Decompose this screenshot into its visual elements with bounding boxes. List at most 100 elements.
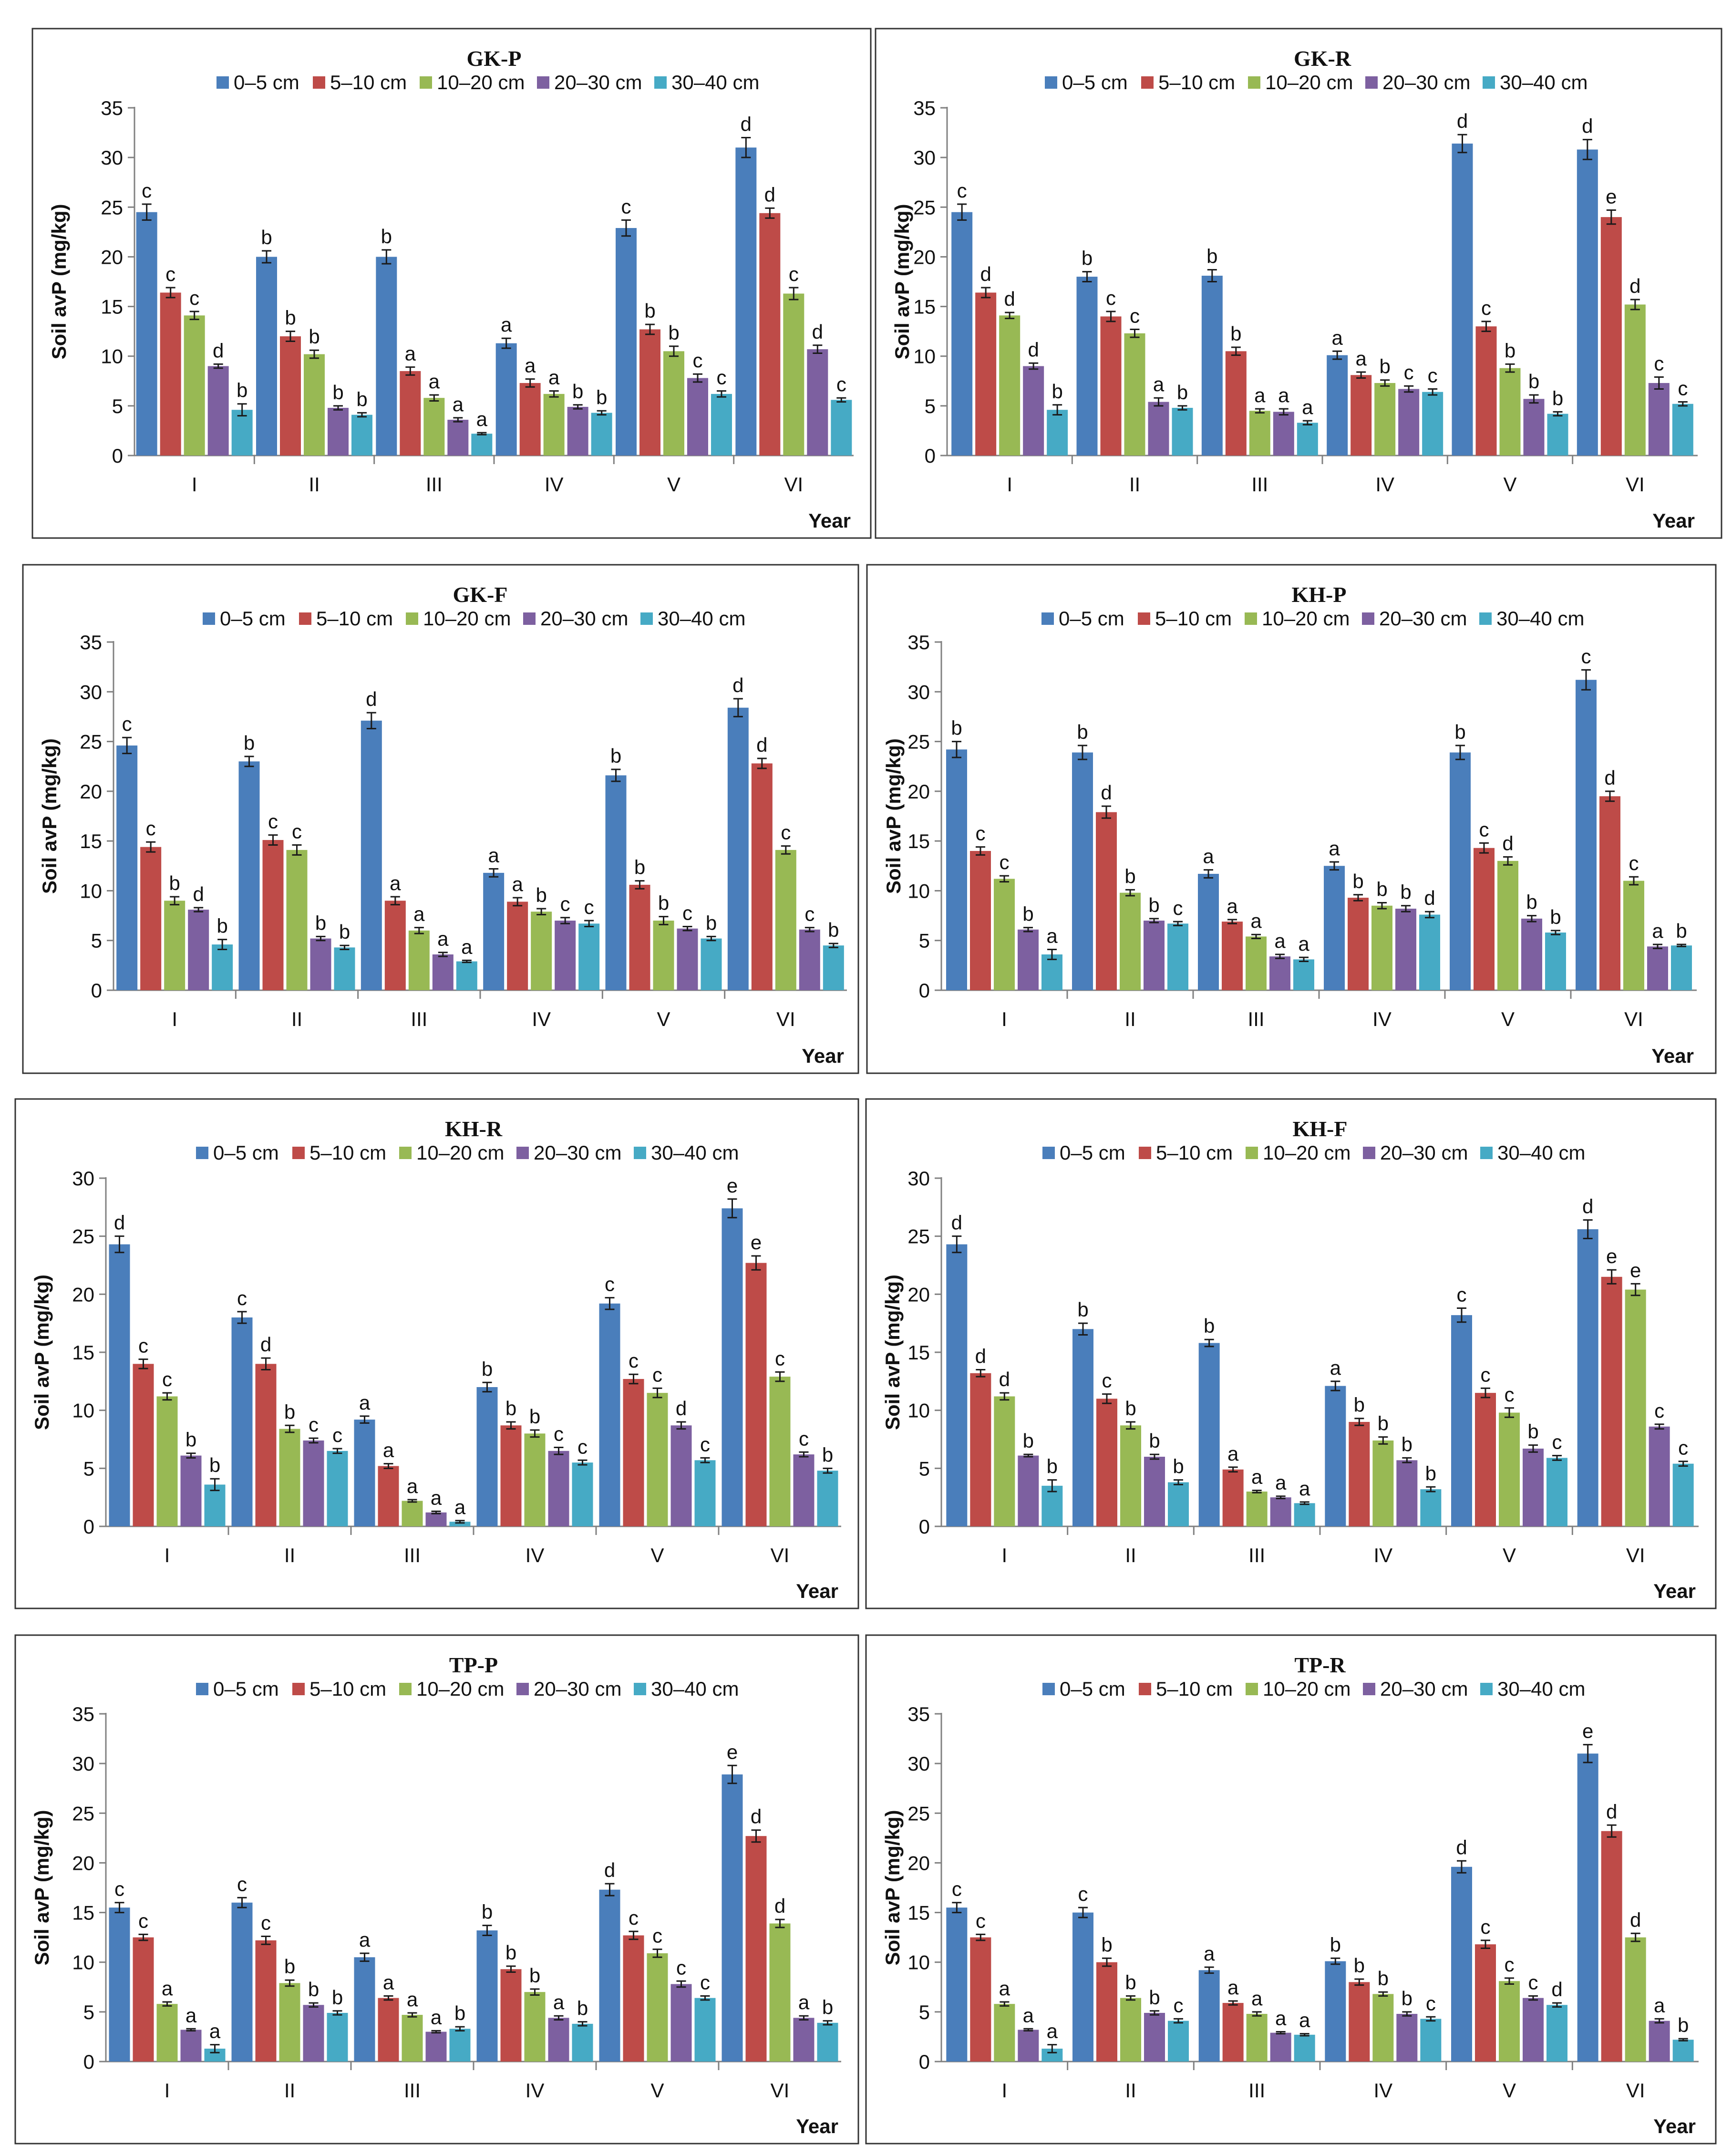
- significance-letter: a: [1227, 1442, 1239, 1465]
- y-tick-label: 10: [72, 1399, 94, 1422]
- x-category-label: V: [650, 2079, 664, 2102]
- bar: [1452, 143, 1473, 456]
- significance-letter: a: [525, 354, 536, 377]
- error-bar: [1228, 1466, 1238, 1473]
- legend-swatch: [1041, 612, 1054, 625]
- bar: [1419, 914, 1440, 990]
- error-bar: [1629, 876, 1639, 886]
- error-bar: [584, 920, 594, 928]
- error-bar: [976, 1933, 986, 1941]
- bar: [1327, 355, 1348, 456]
- significance-letter: b: [1022, 903, 1033, 925]
- error-bar: [1204, 1966, 1214, 1974]
- error-bar: [162, 1392, 172, 1401]
- bar: [1120, 1998, 1141, 2062]
- error-bar: [1302, 420, 1312, 425]
- x-category-label: IV: [1372, 1008, 1392, 1030]
- significance-letter: d: [1502, 832, 1513, 855]
- significance-letter: a: [1302, 396, 1313, 418]
- legend-label: 10–20 cm: [416, 1141, 504, 1164]
- significance-letter: b: [951, 717, 962, 739]
- chart-panel-gk-f: GK-F 0–5 cm 5–10 cm 10–20 cm 20–30 cm 30–40 c…: [22, 564, 859, 1074]
- error-bar: [1402, 2011, 1412, 2017]
- y-tick-label: 30: [72, 1752, 94, 1775]
- legend-swatch: [634, 1683, 646, 1695]
- significance-letter: a: [209, 2020, 221, 2042]
- significance-letter: a: [1254, 384, 1266, 406]
- significance-letter: b: [822, 1443, 833, 1466]
- significance-letter: c: [1678, 1437, 1688, 1459]
- x-category-label: V: [1503, 1544, 1516, 1566]
- bar: [1096, 1399, 1117, 1526]
- bar: [1018, 1455, 1039, 1526]
- x-category-label: IV: [532, 1008, 551, 1030]
- significance-letter: b: [1378, 1412, 1389, 1435]
- y-tick-label: 10: [101, 345, 123, 368]
- error-bar: [1275, 954, 1285, 959]
- error-bar: [1654, 1423, 1664, 1430]
- significance-letter: d: [1028, 338, 1039, 361]
- significance-letter: b: [1023, 1430, 1034, 1452]
- significance-letter: b: [284, 1955, 295, 1978]
- bar: [207, 366, 229, 456]
- bar: [279, 1429, 300, 1526]
- error-bar: [1481, 321, 1491, 332]
- y-tick-label: 20: [72, 1283, 94, 1306]
- bar: [1648, 383, 1670, 456]
- bar: [425, 1512, 447, 1526]
- error-bar: [775, 1371, 785, 1382]
- x-category-label: VI: [771, 2079, 790, 2102]
- legend-item: 30–40 cm: [634, 1141, 739, 1164]
- bar: [1198, 1343, 1220, 1526]
- significance-letter: b: [1206, 245, 1217, 268]
- bar: [970, 1373, 991, 1526]
- significance-letter: b: [572, 380, 583, 403]
- legend-label: 30–40 cm: [1496, 607, 1584, 630]
- bar: [180, 2030, 202, 2062]
- significance-letter: d: [1101, 781, 1112, 804]
- bar: [1625, 1289, 1646, 1526]
- bar: [500, 1425, 522, 1526]
- error-bar: [605, 1883, 615, 1897]
- bar: [231, 410, 253, 456]
- chart-title: TP-P: [449, 1653, 498, 1677]
- bar: [975, 292, 997, 456]
- significance-letter: c: [1481, 297, 1491, 319]
- significance-letter: b: [381, 225, 392, 248]
- legend-swatch: [654, 76, 667, 89]
- error-bar: [285, 1424, 295, 1433]
- y-axis-label: Soil avP (mg/kg): [31, 1810, 53, 1966]
- legend-label: 5–10 cm: [1155, 607, 1232, 630]
- bar: [1577, 1229, 1598, 1526]
- error-bar: [340, 944, 350, 950]
- bar: [694, 1998, 716, 2062]
- bar: [1499, 368, 1521, 456]
- bar: [1671, 945, 1692, 990]
- bar: [1249, 411, 1270, 456]
- error-bar: [309, 2002, 319, 2008]
- x-category-label: VI: [1624, 1008, 1643, 1030]
- significance-letter: a: [1329, 837, 1340, 860]
- error-bar: [727, 1764, 737, 1784]
- significance-letter: c: [1106, 287, 1116, 309]
- significance-letter: b: [1676, 920, 1687, 942]
- y-tick-label: 5: [919, 2001, 930, 2023]
- y-tick-label: 5: [919, 1457, 930, 1480]
- error-bar: [170, 896, 180, 906]
- error-bar: [1174, 1479, 1183, 1485]
- error-bar: [1583, 1744, 1593, 1763]
- bar: [378, 1466, 399, 1526]
- significance-letter: a: [1250, 910, 1262, 932]
- legend-label: 0–5 cm: [213, 1141, 279, 1164]
- legend-swatch: [203, 612, 215, 625]
- error-bar: [1607, 1824, 1617, 1838]
- error-bar: [1000, 875, 1009, 883]
- y-tick-label: 15: [907, 830, 930, 852]
- significance-letter: a: [1275, 1472, 1287, 1494]
- error-bar: [682, 926, 692, 932]
- y-tick-label: 0: [919, 2051, 930, 2073]
- significance-letter: b: [1402, 1987, 1412, 2010]
- bar: [1523, 1448, 1544, 1526]
- y-tick-label: 35: [907, 631, 930, 653]
- error-bar: [1678, 2038, 1688, 2042]
